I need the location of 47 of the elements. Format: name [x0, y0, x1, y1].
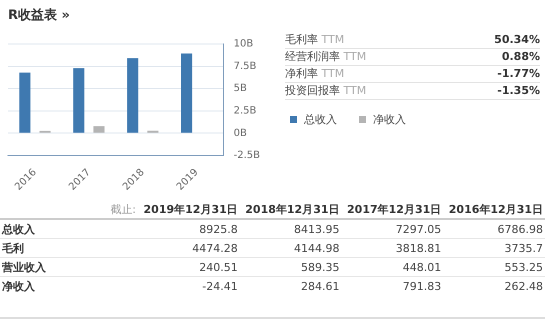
legend-label: 总收入 [304, 112, 337, 127]
y-tick-label: 0B [234, 128, 247, 139]
category-label: 2016年12月31日 [448, 202, 544, 218]
category-label: 投资回报率 TTM [285, 83, 366, 99]
data-label: 0.88% [502, 49, 540, 65]
data-label: 791.83 [402, 278, 442, 294]
bar [181, 54, 192, 133]
bar [19, 72, 30, 133]
category-label: 2017年12月31日 [346, 202, 442, 218]
category-label: 2018年12月31日 [244, 202, 340, 218]
text: 截止: [109, 202, 137, 218]
text: 毛利 [1, 240, 25, 256]
category-label: 毛利率 TTM [285, 32, 344, 48]
y-tick-label: 5B [234, 83, 247, 94]
chart-title: R收益表 » [8, 7, 70, 24]
y-tick-label: 10B [234, 38, 254, 50]
bar [127, 58, 138, 133]
y-tick-label: -2.5B [234, 150, 260, 162]
data-label: 7297.05 [394, 222, 442, 238]
data-label: 3735.7 [504, 240, 544, 256]
data-label: 3818.81 [394, 240, 442, 256]
data-label: -1.77% [497, 66, 540, 82]
category-label: 净利率 TTM [285, 66, 344, 82]
text: 总收入 [0, 222, 36, 238]
data-label: -1.35% [497, 83, 540, 99]
data-label: 4144.98 [293, 240, 340, 256]
bar [73, 68, 84, 133]
data-label: 553.25 [504, 260, 544, 276]
data-label: 262.48 [504, 278, 544, 294]
y-tick-label: 7.5B [234, 60, 257, 72]
data-label: 50.34% [494, 32, 540, 48]
data-label: 589.35 [300, 260, 340, 276]
data-label: 448.01 [402, 260, 442, 276]
y-tick-label: 2.5B [234, 106, 257, 117]
data-label: 8925.8 [198, 222, 239, 238]
data-label: 284.61 [300, 278, 340, 294]
category-label: 2019年12月31日 [142, 202, 239, 218]
legend-label: 净收入 [373, 112, 406, 127]
data-label: 4474.28 [191, 240, 239, 256]
data-label: 240.51 [198, 260, 239, 276]
text: 净收入 [1, 278, 36, 294]
text: 营业收入 [1, 260, 47, 276]
bar [93, 126, 105, 133]
data-label: -24.41 [201, 278, 239, 294]
category-label: 经营利润率 TTM [285, 49, 366, 65]
data-label: 8413.95 [293, 222, 340, 238]
data-label: 6786.98 [496, 222, 544, 238]
